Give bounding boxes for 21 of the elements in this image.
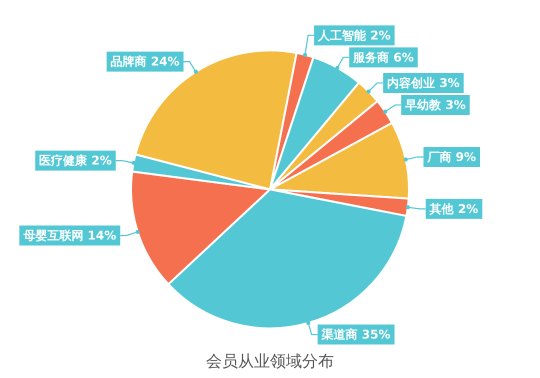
data-label: 24% — [150, 54, 180, 69]
data-label: 3% — [439, 76, 460, 90]
data-label: 2% — [91, 154, 112, 168]
data-label: 14% — [88, 228, 116, 243]
slice-label: 医疗健康 — [39, 154, 88, 168]
slice-label: 人工智能 — [317, 28, 368, 42]
data-label: 2% — [370, 28, 391, 42]
text: 会员从业领域分布 — [206, 352, 334, 371]
data-label: 6% — [393, 50, 414, 64]
slice-label: 早幼教 — [404, 98, 442, 112]
slice-label: 其他 — [428, 202, 455, 216]
slice-label: 服务商 — [352, 50, 390, 64]
slice-label: 母婴互联网 — [22, 228, 84, 243]
slice-label: 品牌商 — [110, 54, 147, 69]
data-label: 3% — [445, 98, 466, 112]
data-label: 2% — [458, 202, 478, 216]
slice-label: 内容创业 — [387, 76, 436, 90]
data-label: 9% — [456, 150, 476, 164]
slice-label: 渠道商 — [320, 328, 358, 342]
slice-label: 厂商 — [426, 150, 452, 164]
data-label: 35% — [362, 328, 391, 342]
